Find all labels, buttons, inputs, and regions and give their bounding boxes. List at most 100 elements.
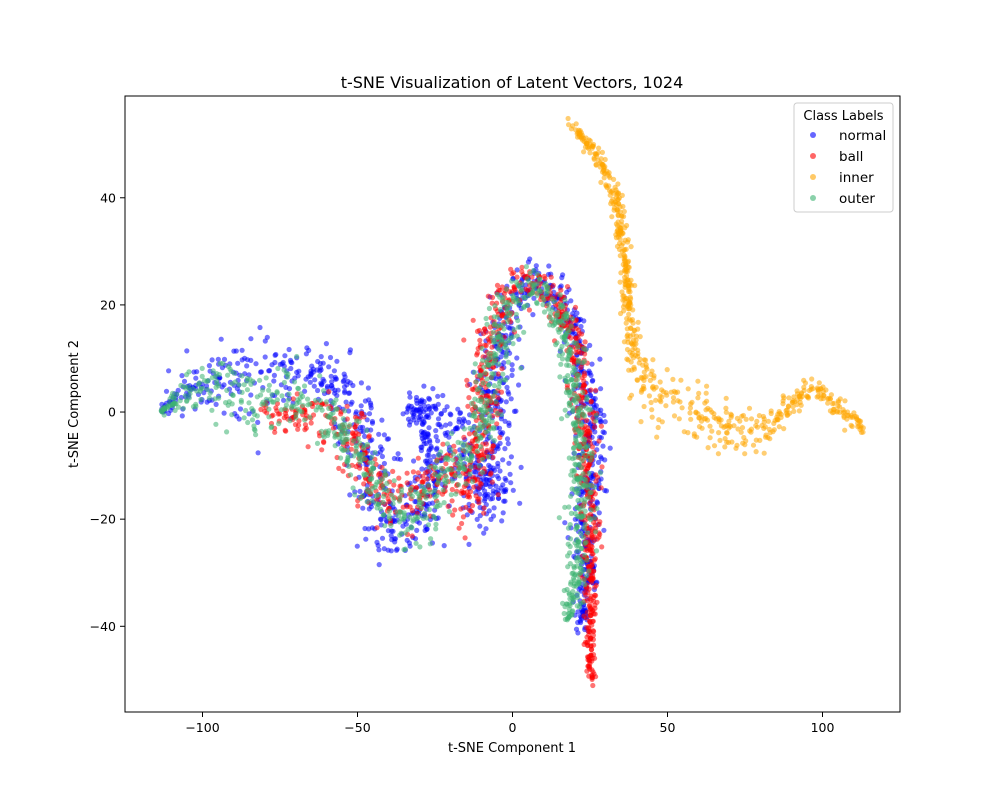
data-point: [580, 383, 587, 389]
data-point: [602, 156, 608, 163]
data-point: [448, 412, 454, 418]
data-point: [491, 437, 497, 444]
data-point: [569, 592, 575, 598]
data-point: [377, 449, 383, 455]
data-point: [520, 272, 526, 278]
data-point: [575, 595, 581, 601]
data-point: [342, 388, 348, 394]
data-point: [588, 387, 594, 393]
data-point: [501, 498, 507, 504]
data-point: [492, 339, 498, 345]
data-point: [433, 465, 439, 471]
data-point: [580, 471, 586, 477]
data-point: [548, 274, 554, 280]
data-point: [473, 379, 479, 385]
data-point: [741, 434, 747, 441]
data-point: [586, 495, 592, 501]
data-point: [485, 454, 492, 460]
data-point: [404, 470, 410, 476]
y-tick-label: −40: [90, 619, 116, 634]
data-point: [584, 573, 590, 579]
data-point: [334, 358, 340, 364]
data-point: [717, 437, 723, 443]
data-point: [587, 535, 593, 541]
data-point: [469, 503, 476, 509]
data-point: [419, 466, 425, 472]
data-point: [711, 443, 718, 449]
data-point: [574, 524, 580, 530]
data-point: [326, 414, 332, 420]
data-point: [415, 470, 421, 476]
data-point: [463, 449, 469, 455]
data-point: [557, 374, 563, 380]
data-point: [221, 410, 227, 416]
data-point: [497, 429, 503, 436]
data-point: [421, 420, 427, 426]
data-point: [546, 306, 552, 312]
x-axis-label: t-SNE Component 1: [448, 741, 576, 756]
data-point: [761, 416, 767, 422]
data-point: [173, 401, 179, 407]
data-point: [547, 311, 554, 317]
data-point: [796, 408, 803, 414]
data-point: [615, 197, 621, 203]
data-point: [198, 396, 204, 403]
data-point: [489, 294, 496, 301]
data-point: [487, 434, 494, 440]
data-point: [638, 419, 644, 425]
data-point: [576, 372, 582, 378]
data-point: [585, 563, 592, 569]
data-point: [614, 192, 620, 198]
data-point: [600, 443, 606, 449]
data-point: [573, 321, 579, 328]
data-point: [593, 418, 599, 424]
data-point: [369, 454, 375, 460]
data-point: [519, 264, 525, 270]
data-point: [507, 471, 513, 477]
data-point: [601, 175, 607, 181]
data-point: [561, 587, 567, 594]
data-point: [583, 417, 590, 423]
data-point: [466, 541, 472, 548]
data-point: [581, 577, 587, 584]
data-point: [483, 343, 489, 349]
data-point: [715, 451, 722, 457]
data-point: [209, 357, 215, 363]
data-point: [510, 334, 516, 340]
data-point: [241, 382, 247, 388]
data-point: [635, 353, 641, 359]
data-point: [344, 403, 350, 409]
data-point: [376, 431, 382, 437]
data-point: [703, 390, 709, 396]
data-point: [771, 420, 777, 426]
data-point: [492, 303, 498, 309]
data-point: [495, 361, 502, 367]
data-point: [450, 457, 456, 463]
x-tick-label: 0: [509, 720, 517, 735]
data-point: [599, 464, 605, 470]
data-point: [199, 365, 205, 371]
data-point: [500, 295, 506, 301]
data-point: [272, 429, 278, 435]
data-point: [248, 357, 254, 363]
data-point: [494, 291, 500, 298]
data-point: [433, 521, 439, 527]
data-point: [171, 395, 178, 401]
data-point: [319, 407, 325, 413]
data-point: [827, 396, 833, 402]
data-point: [537, 276, 543, 283]
data-point: [431, 453, 437, 460]
data-point: [575, 538, 581, 545]
data-point: [459, 520, 465, 527]
data-point: [582, 437, 588, 443]
data-point: [840, 407, 846, 413]
data-point: [502, 418, 508, 424]
data-point: [251, 426, 257, 432]
data-point: [568, 579, 574, 585]
data-point: [860, 429, 866, 435]
data-point: [382, 468, 388, 474]
data-point: [236, 382, 242, 388]
data-point: [514, 274, 520, 280]
data-point: [461, 434, 467, 440]
data-point: [641, 374, 647, 380]
